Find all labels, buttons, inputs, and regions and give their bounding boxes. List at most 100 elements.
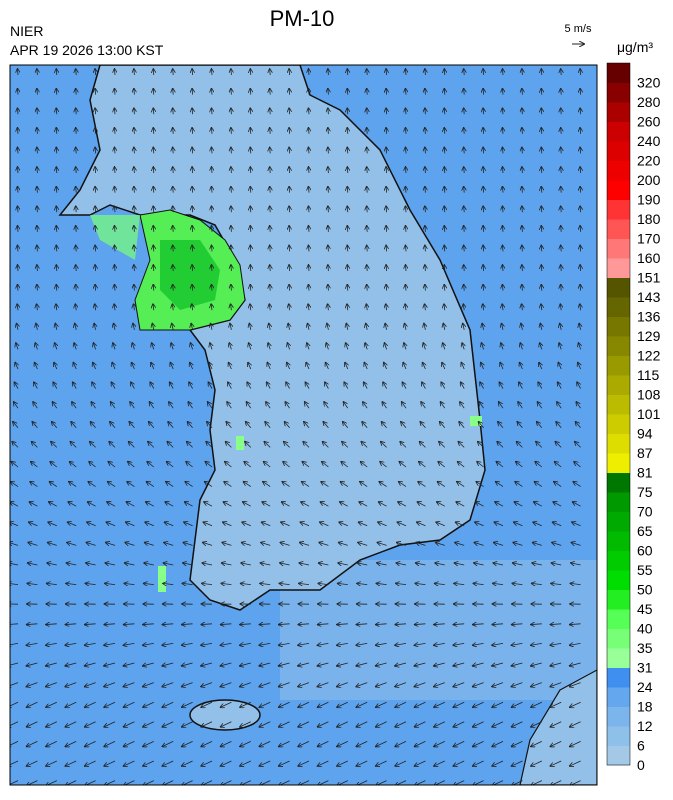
wind-arrow	[367, 167, 368, 173]
wind-arrow	[386, 226, 387, 232]
colorbar-segment	[607, 648, 630, 668]
wind-arrow	[561, 226, 562, 232]
wind-arrow	[483, 245, 484, 251]
wind-arrow	[56, 89, 57, 95]
wind-arrow	[211, 265, 212, 271]
colorbar-segment	[607, 414, 630, 434]
wind-arrow	[502, 245, 503, 251]
wind-arrow	[561, 69, 562, 75]
wind-arrow	[231, 89, 232, 95]
wind-arrow	[425, 265, 426, 271]
wind-arrow	[114, 245, 115, 251]
colorbar-label: 6	[637, 738, 645, 754]
wind-arrow	[114, 108, 115, 114]
wind-arrow	[386, 245, 387, 251]
colorbar-segment	[607, 180, 630, 200]
wind-arrow	[483, 167, 484, 173]
wind-arrow	[37, 69, 38, 75]
colorbar-segment	[607, 200, 630, 220]
wind-arrow	[173, 89, 174, 95]
wind-arrow	[580, 265, 581, 271]
wind-arrow	[367, 245, 368, 251]
wind-arrow	[464, 167, 465, 173]
wind-arrow	[541, 167, 542, 173]
wind-arrow	[328, 128, 329, 134]
colorbar-label: 94	[637, 426, 653, 442]
colorbar-label: 24	[637, 679, 653, 695]
wind-arrow	[192, 245, 193, 251]
wind-arrow	[250, 128, 251, 134]
wind-arrow	[173, 108, 174, 114]
wind-arrow	[153, 147, 154, 153]
colorbar-segment	[607, 512, 630, 532]
wind-arrow	[192, 226, 193, 232]
wind-arrow	[444, 69, 445, 75]
wind-arrow	[114, 128, 115, 134]
wind-arrow	[308, 167, 309, 173]
wind-arrow	[95, 89, 96, 95]
wind-arrow	[17, 128, 18, 134]
colorbar-label: 12	[637, 718, 653, 734]
wind-arrow	[134, 187, 135, 193]
wind-arrow	[289, 167, 290, 173]
wind-arrow	[95, 128, 96, 134]
wind-arrow	[211, 89, 212, 95]
map	[7, 65, 597, 786]
wind-arrow	[425, 167, 426, 173]
wind-arrow	[134, 147, 135, 153]
wind-arrow	[483, 206, 484, 212]
wind-arrow	[17, 167, 18, 173]
colorbar-segment	[607, 102, 630, 122]
colorbar-label: 55	[637, 562, 653, 578]
wind-arrow	[289, 226, 290, 232]
wind-arrow	[522, 226, 523, 232]
colorbar-segment	[607, 395, 630, 415]
wind-arrow	[541, 187, 542, 193]
wind-arrow	[522, 206, 523, 212]
colorbar-label: 65	[637, 523, 653, 539]
wind-arrow	[76, 128, 77, 134]
wind-arrow	[541, 265, 542, 271]
wind-arrow	[95, 206, 96, 212]
wind-arrow	[173, 187, 174, 193]
wind-arrow	[211, 245, 212, 251]
wind-arrow	[134, 69, 135, 75]
wind-arrow	[153, 187, 154, 193]
wind-arrow	[17, 245, 18, 251]
moderate-spot	[158, 566, 166, 592]
wind-arrow	[173, 245, 174, 251]
wind-arrow	[328, 147, 329, 153]
wind-arrow	[367, 285, 368, 291]
wind-arrow	[522, 128, 523, 134]
wind-arrow	[328, 89, 329, 95]
wind-arrow	[192, 108, 193, 114]
wind-arrow	[153, 89, 154, 95]
wind-arrow	[76, 226, 77, 232]
wind-arrow	[56, 245, 57, 251]
wind-arrow	[270, 265, 271, 271]
wind-arrow	[231, 167, 232, 173]
wind-arrow	[37, 285, 38, 291]
wind-arrow	[502, 108, 503, 114]
wind-arrow	[367, 206, 368, 212]
wind-arrow	[405, 265, 406, 271]
wind-arrow	[561, 245, 562, 251]
colorbar-label: 108	[637, 387, 661, 403]
wind-arrow	[270, 245, 271, 251]
wind-arrow	[522, 69, 523, 75]
wind-arrow	[561, 265, 562, 271]
wind-arrow	[561, 167, 562, 173]
jeju-island	[190, 700, 260, 730]
wind-arrow	[580, 69, 581, 75]
wind-arrow	[95, 285, 96, 291]
wind-arrow	[502, 128, 503, 134]
wind-arrow	[173, 226, 174, 232]
wind-arrow	[231, 187, 232, 193]
wind-arrow	[289, 147, 290, 153]
wind-arrow	[153, 69, 154, 75]
wind-arrow	[17, 226, 18, 232]
wind-arrow	[211, 108, 212, 114]
wind-arrow	[541, 206, 542, 212]
wind-arrow	[347, 108, 348, 114]
wind-arrow	[289, 265, 290, 271]
